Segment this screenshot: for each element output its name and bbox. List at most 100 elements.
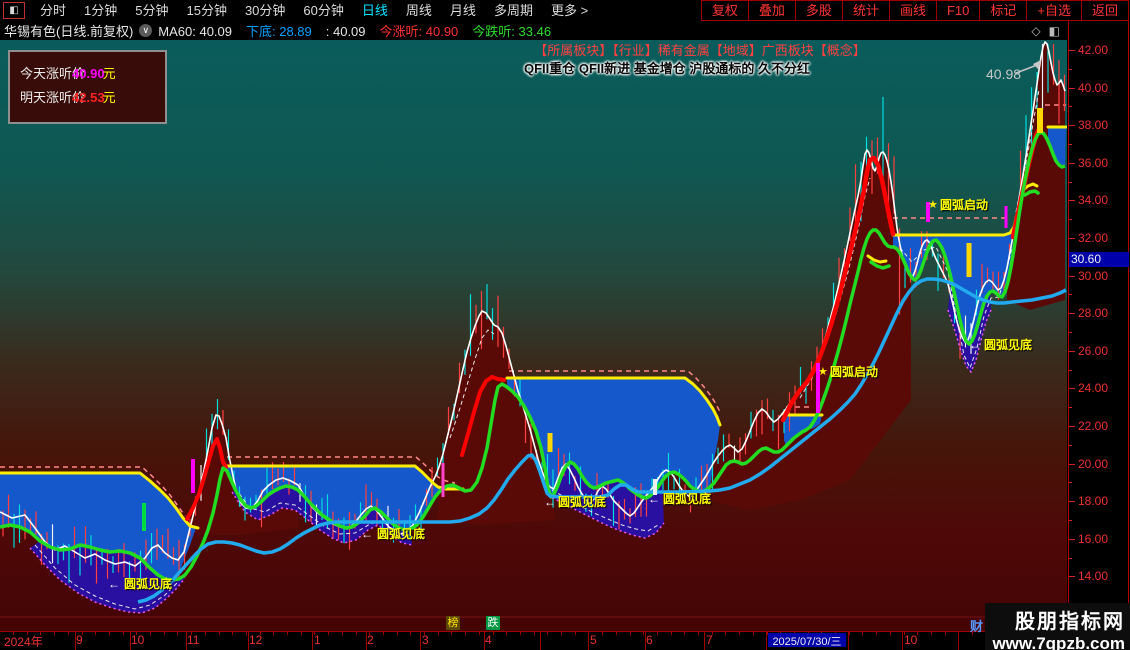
menu-item-10[interactable]: 更多 > [550,3,589,18]
indicator-value-4: 今跌听: 33.46 [472,23,552,39]
date-tick-label: 9 [76,633,83,647]
signal-label: 圆弧见底 [984,337,1032,352]
indicator-value-1: 下底: 28.89 [246,23,312,39]
pointer-arrow-icon: ← [544,495,556,509]
pointer-arrow-icon: ← [108,577,120,591]
menu-item-3[interactable]: 15分钟 [186,3,227,18]
yellow-top-3 [505,376,722,427]
candlesticks [2,44,1066,584]
annotation-arrow-head [1033,60,1041,70]
red-rise-2 [460,375,506,457]
window-panel-icon[interactable]: ◧ [3,2,25,19]
pointer-arrow-icon: ← [361,527,373,541]
pointer-arrow-icon: ← [969,338,981,352]
price-tick-label: 30.00 [1078,268,1109,283]
price-tick-label: 40.00 [1078,80,1109,95]
price-tick-label: 32.00 [1078,231,1109,245]
selected-date-badge: 2025/07/30/三 [768,633,846,649]
yellow-top-1 [0,471,200,530]
fast-ma-line [0,130,1066,582]
menu-item-2[interactable]: 5分钟 [135,3,169,18]
sector-info-line1[interactable]: 【所属板块】【行业】稀有金属【地域】广西板块【概念】 [534,43,866,58]
star-icon: ★ [928,199,938,211]
menu-item-9[interactable]: 多周期 [493,3,533,18]
chevron-down-icon[interactable]: ∨ [139,24,153,37]
green-hook-1 [869,260,891,270]
yellow-hook-1 [866,254,888,264]
date-tick-label: 6 [646,633,653,647]
red-rise-1 [185,437,228,521]
date-tick-label: 11 [187,633,200,647]
signal-label: 圆弧启动 [940,197,988,212]
low-dash-3 [547,494,665,539]
star-icon: ★ [818,366,828,378]
platform-2 [225,466,463,530]
menu-item-1[interactable]: 1分钟 [84,3,118,18]
red-rise-3 [780,155,896,423]
price-tick-label: 14.00 [1078,569,1109,584]
indicator-value-0: MA60: 40.09 [158,23,232,39]
top-menu-bar: ◧ 分时 1分钟 5分钟 15分钟 30分钟 60分钟 日线 周线 月线 多周期 更多 > 复权 叠加… [0,0,1130,21]
date-tick-label: 2 [367,633,374,647]
partial-toolbar-char: 财 [970,619,984,634]
menu-item-5[interactable]: 60分钟 [303,3,344,18]
low-dash-1 [29,547,186,614]
mid-dash-4 [551,489,659,532]
current-price-badge: 30.60 [1069,252,1129,268]
stock-title: 华锡有色(日线.前复权) [4,24,134,39]
top-right-toolbar: 复权 叠加 多股 统计 画线 F10 标记 +自选 返回 [700,0,1129,21]
mid-dash-6 [899,246,1013,370]
price-tick-label: 16.00 [1078,531,1109,546]
watermark-url: www.7gpzb.com [992,634,1125,650]
panel-icon[interactable]: ◧ [1048,23,1060,38]
date-tick-label: 3 [422,633,429,647]
price-tick-label: 28.00 [1078,306,1109,321]
sector-tags-line2[interactable]: QFII重仓 QFII新进 基金增仓 沪股通标的 久不分红 [523,61,810,76]
menu-item-6[interactable]: 日线 [361,3,388,18]
upper-dash-3 [509,370,721,413]
price-tick-label: 34.00 [1078,193,1109,208]
platform-1 [0,473,196,580]
mountain-mar [438,311,554,525]
menu-item-4[interactable]: 30分钟 [244,3,286,18]
mountain-final [1007,42,1065,310]
platform-3 [507,378,720,498]
mountain-jul [706,150,911,510]
date-tick-label: 1 [314,633,321,647]
low-dash-4 [947,309,992,374]
date-axis[interactable]: 2024年 9 10 11 12 1 2 3 4 5 6 7 10 2025/07/30/三 [0,631,1130,649]
menu-item-0[interactable]: 分时 [40,3,67,18]
date-tick-label: 10 [904,633,918,647]
price-axis[interactable]: 42.00 40.00 38.00 36.00 34.00 32.00 30.00 28.00… [1068,21,1129,650]
toolbar-button-8[interactable]: 返回 [1080,0,1129,21]
slow-ma-line [137,277,1067,604]
price-tick-label: 24.00 [1078,381,1109,396]
watermark-site-name: 股朋指标网 [1015,611,1125,633]
low-dash-2 [231,491,413,546]
signal-label: 圆弧启动 [830,364,878,379]
pointer-arrow-icon: ← [648,492,660,506]
bottom-strip [0,647,1130,650]
indicator-value-2: : 40.09 [325,23,366,39]
date-tick-label: 5 [590,633,597,647]
price-tick-label: 22.00 [1078,419,1109,433]
green-hook-2 [1023,189,1040,197]
mid-dash-7 [1015,89,1040,213]
diamond-icon[interactable]: ◇ [1031,23,1041,38]
platform-5 [1048,128,1066,167]
price-tick-label: 18.00 [1078,494,1109,509]
mid-dash-3 [449,329,495,439]
price-tick-label: 20.00 [1078,456,1109,471]
menu-item-7[interactable]: 周线 [405,3,432,18]
chart-button-跌[interactable]: 跌 [486,616,500,630]
menu-item-8[interactable]: 月线 [449,3,476,18]
period-menu: 分时 1分钟 5分钟 15分钟 30分钟 60分钟 日线 周线 月线 多周期 更多 > [31,0,597,21]
date-tick-label: 7 [706,633,713,647]
chart-button-榜[interactable]: 榜 [446,616,460,630]
price-alert-box: 今天涨听价40.90元 明天涨听价42.53元 [8,50,167,124]
peak-price-annotation: 40.98 [986,66,1021,82]
date-tick-label: 10 [131,633,145,647]
date-tick-label: 12 [249,633,263,647]
